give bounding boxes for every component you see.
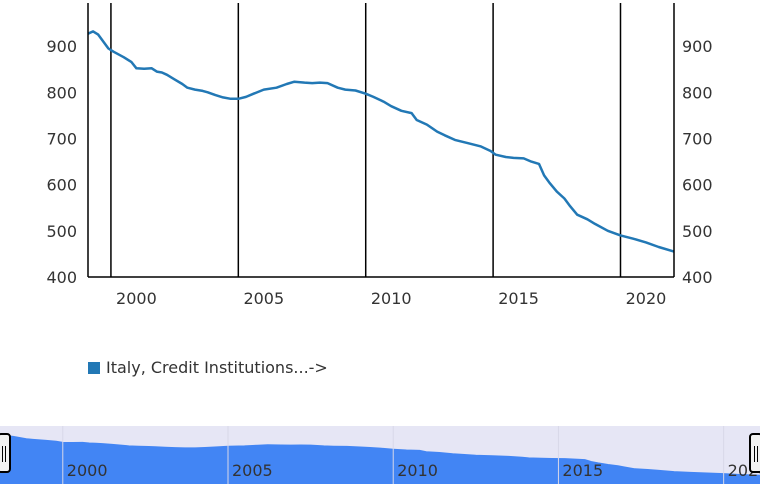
navigator-tick-label: 2010 xyxy=(397,461,438,480)
y-tick-label-left: 700 xyxy=(46,130,77,149)
y-axis-right-tick-labels: 400 500 600 700 800 900 xyxy=(682,37,713,287)
legend-swatch xyxy=(88,361,100,374)
series-line-0 xyxy=(87,30,675,253)
navigator-right-handle-body xyxy=(749,433,760,473)
series-layer xyxy=(87,30,675,253)
x-tick-label: 2005 xyxy=(243,289,284,308)
navigator-area xyxy=(0,435,760,484)
y-axis-left-tick-labels: 400 500 600 700 800 900 xyxy=(46,37,77,287)
y-tick-label-right: 700 xyxy=(682,130,713,149)
y-tick-label-left: 800 xyxy=(46,83,77,102)
x-tick-label: 2000 xyxy=(116,289,157,308)
y-tick-label-right: 400 xyxy=(682,268,713,287)
navigator-tick-label: 2005 xyxy=(232,461,273,480)
y-tick-label-right: 500 xyxy=(682,222,713,241)
y-tick-label-left: 400 xyxy=(46,268,77,287)
y-tick-label-right: 600 xyxy=(682,176,713,195)
navigator-left-handle-body xyxy=(0,433,11,473)
x-tick-label: 2020 xyxy=(626,289,667,308)
navigator-left-handle[interactable] xyxy=(0,433,11,473)
navigator-right-handle[interactable] xyxy=(749,433,760,473)
axes xyxy=(87,3,675,278)
y-tick-label-left: 500 xyxy=(46,222,77,241)
navigator-tick-label: 2015 xyxy=(562,461,603,480)
x-tick-label: 2010 xyxy=(371,289,412,308)
x-axis-tick-labels: 2000 2005 2010 2015 2020 xyxy=(116,289,666,308)
y-tick-label-left: 900 xyxy=(46,37,77,56)
x-tick-label: 2015 xyxy=(498,289,539,308)
y-tick-label-right: 900 xyxy=(682,37,713,56)
navigator-tick-label: 2000 xyxy=(67,461,108,480)
vertical-marker-lines xyxy=(110,3,622,277)
legend-label: Italy, Credit Institutions...-> xyxy=(106,358,328,377)
y-tick-label-right: 800 xyxy=(682,83,713,102)
y-tick-label-left: 600 xyxy=(46,176,77,195)
legend-item[interactable]: Italy, Credit Institutions...-> xyxy=(88,358,328,377)
